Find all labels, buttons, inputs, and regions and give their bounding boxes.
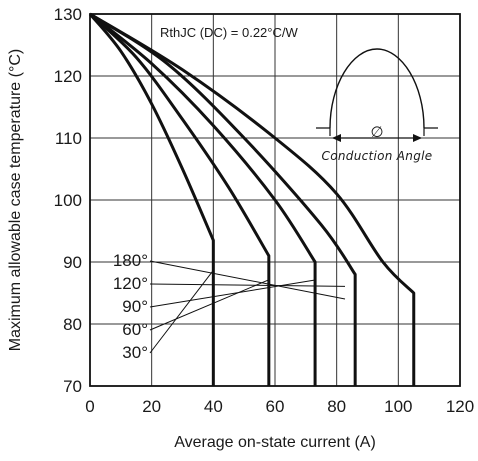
- curve-180-deg: [89, 12, 416, 386]
- y-tick-label: 80: [63, 315, 82, 334]
- x-tick-label: 100: [384, 397, 412, 416]
- leader-line: [149, 283, 346, 287]
- label-30-deg: 30°: [122, 343, 148, 362]
- phi-symbol: ∅: [370, 124, 383, 141]
- curve-group: [88, 12, 416, 386]
- x-tick-label: 0: [85, 397, 94, 416]
- y-tick-label: 120: [54, 67, 82, 86]
- label-120-deg: 120°: [113, 274, 148, 293]
- half-sine-waveform: [329, 48, 425, 129]
- curve-30-deg: [88, 13, 215, 386]
- x-tick-label: 120: [446, 397, 474, 416]
- curve-90-deg: [89, 12, 317, 386]
- curve-labels: 180° 120° 90° 60° 30°: [113, 251, 148, 362]
- arrowhead-right: [413, 134, 422, 142]
- x-tick-label: 60: [266, 397, 285, 416]
- label-60-deg: 60°: [122, 320, 148, 339]
- rthjc-annotation: RthJC (DC) = 0.22°C/W: [160, 25, 298, 40]
- curve-60-deg: [88, 12, 271, 386]
- label-90-deg: 90°: [122, 297, 148, 316]
- y-tick-label: 70: [63, 377, 82, 396]
- leader-line: [149, 279, 270, 331]
- conduction-angle-label: Conduction Angle: [322, 149, 433, 163]
- conduction-angle-inset: ∅ Conduction Angle: [316, 48, 438, 163]
- y-tick-label: 110: [55, 129, 82, 148]
- x-axis-title: Average on-state current (A): [174, 434, 376, 451]
- waveform-baseline: [316, 127, 438, 136]
- leader-line: [149, 279, 316, 308]
- tick-labels: 0 20 40 60 80 100 120 70 80 90 100 110 120 130: [54, 5, 475, 416]
- x-tick-label: 80: [327, 397, 346, 416]
- leader-line: [149, 269, 214, 354]
- leader-line: [149, 260, 346, 300]
- y-tick-label: 130: [54, 5, 82, 24]
- y-axis-title: Maximum allowable case temperature (°C): [7, 49, 24, 352]
- x-tick-label: 40: [204, 397, 223, 416]
- label-180-deg: 180°: [113, 251, 148, 270]
- legend-leader-lines: [149, 260, 346, 354]
- y-tick-label: 100: [54, 191, 82, 210]
- y-tick-label: 90: [63, 253, 82, 272]
- x-tick-label: 20: [142, 397, 161, 416]
- arrowhead-left: [332, 134, 341, 142]
- plot-frame: [89, 13, 461, 387]
